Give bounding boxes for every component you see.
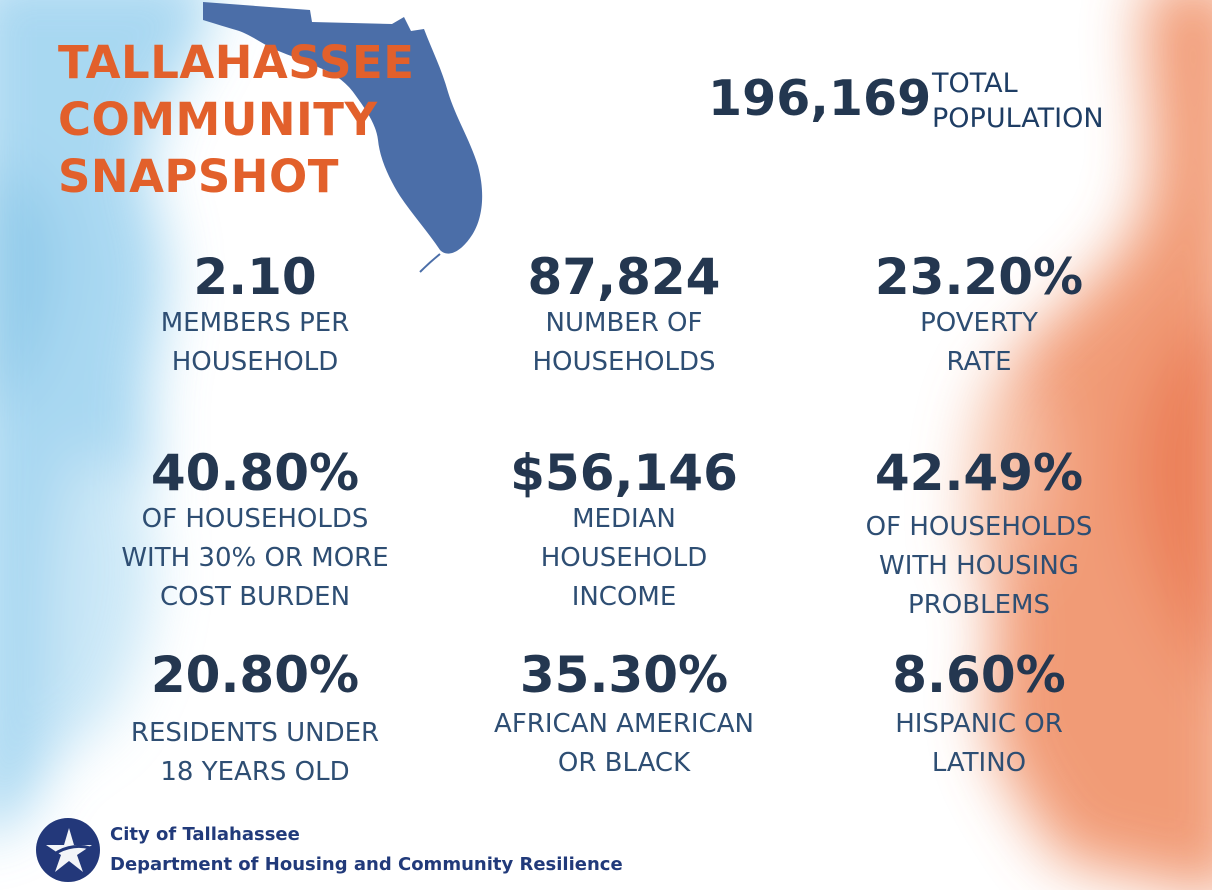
stat-african-american: 35.30% AFRICAN AMERICAN OR BLACK: [434, 648, 814, 783]
stat-value: 42.49%: [874, 444, 1084, 502]
stat-label-line: COST BURDEN: [159, 582, 351, 612]
stat-label: MEDIAN HOUSEHOLD INCOME: [434, 500, 814, 617]
population-label-line: TOTAL: [932, 68, 1018, 99]
stat-label: AFRICAN AMERICAN OR BLACK: [434, 705, 814, 783]
population-value: 196,169: [708, 70, 932, 127]
stat-hispanic-latino: 8.60% HISPANIC OR LATINO: [789, 648, 1169, 783]
title-line: COMMUNITY: [58, 93, 378, 146]
stat-label: OF HOUSEHOLDS WITH 30% OR MORE COST BURD…: [65, 500, 445, 617]
stat-label: HISPANIC OR LATINO: [789, 705, 1169, 783]
stat-value: 23.20%: [874, 248, 1084, 306]
stat-label-line: RATE: [946, 347, 1012, 377]
city-star-logo-icon: [36, 818, 100, 882]
stat-value: 8.60%: [892, 646, 1066, 704]
stat-label-line: RESIDENTS UNDER: [130, 718, 380, 748]
stat-residents-under-18: 20.80% RESIDENTS UNDER 18 YEARS OLD: [65, 648, 445, 792]
population-label: TOTAL POPULATION: [932, 66, 1104, 136]
stat-value: 20.80%: [150, 646, 360, 704]
stat-label-line: NUMBER OF: [545, 308, 703, 338]
stat-number-of-households: 87,824 NUMBER OF HOUSEHOLDS: [434, 250, 814, 382]
stat-value: 35.30%: [519, 646, 729, 704]
stat-label-line: HOUSEHOLD: [171, 347, 339, 377]
stat-label-line: LATINO: [931, 748, 1027, 778]
stat-label-line: PROBLEMS: [908, 590, 1050, 620]
title-line: TALLAHASSEE: [58, 36, 415, 89]
stat-label-line: OR BLACK: [557, 748, 691, 778]
stat-label-line: POVERTY: [920, 308, 1038, 338]
stat-label-line: WITH 30% OR MORE: [121, 543, 389, 573]
stat-label-line: AFRICAN AMERICAN: [494, 709, 754, 739]
stat-poverty-rate: 23.20% POVERTY RATE: [789, 250, 1169, 382]
stat-label: POVERTY RATE: [789, 304, 1169, 382]
stat-label-line: INCOME: [571, 582, 677, 612]
stat-label-line: MEDIAN: [572, 504, 676, 534]
stat-value: 87,824: [527, 248, 721, 306]
stat-cost-burden: 40.80% OF HOUSEHOLDS WITH 30% OR MORE CO…: [65, 446, 445, 617]
stat-label: NUMBER OF HOUSEHOLDS: [434, 304, 814, 382]
stat-label-line: HOUSEHOLDS: [532, 347, 716, 377]
footer-department: Department of Housing and Community Resi…: [110, 854, 623, 875]
footer-org: City of Tallahassee: [110, 824, 300, 845]
title-line: SNAPSHOT: [58, 150, 339, 203]
stat-value: 2.10: [193, 248, 317, 306]
stat-label: OF HOUSEHOLDS WITH HOUSING PROBLEMS: [789, 508, 1169, 625]
stat-label-line: 18 YEARS OLD: [160, 757, 350, 787]
stat-housing-problems: 42.49% OF HOUSEHOLDS WITH HOUSING PROBLE…: [789, 446, 1169, 625]
stat-value: $56,146: [510, 444, 738, 502]
stat-label-line: OF HOUSEHOLDS: [141, 504, 369, 534]
footer-text: City of Tallahassee Department of Housin…: [110, 820, 623, 880]
stat-median-household-income: $56,146 MEDIAN HOUSEHOLD INCOME: [434, 446, 814, 617]
stat-label-line: HOUSEHOLD: [540, 543, 708, 573]
stat-label-line: HISPANIC OR: [895, 709, 1063, 739]
florida-map-icon: [203, 2, 483, 273]
stat-label-line: MEMBERS PER: [160, 308, 350, 338]
stat-value: 40.80%: [150, 444, 360, 502]
population-label-line: POPULATION: [932, 103, 1104, 134]
stat-label-line: OF HOUSEHOLDS: [865, 512, 1093, 542]
stat-label-line: WITH HOUSING: [879, 551, 1079, 581]
stat-label: RESIDENTS UNDER 18 YEARS OLD: [65, 714, 445, 792]
page-title: TALLAHASSEE COMMUNITY SNAPSHOT: [58, 34, 414, 205]
stat-members-per-household: 2.10 MEMBERS PER HOUSEHOLD: [65, 250, 445, 382]
stat-label: MEMBERS PER HOUSEHOLD: [65, 304, 445, 382]
